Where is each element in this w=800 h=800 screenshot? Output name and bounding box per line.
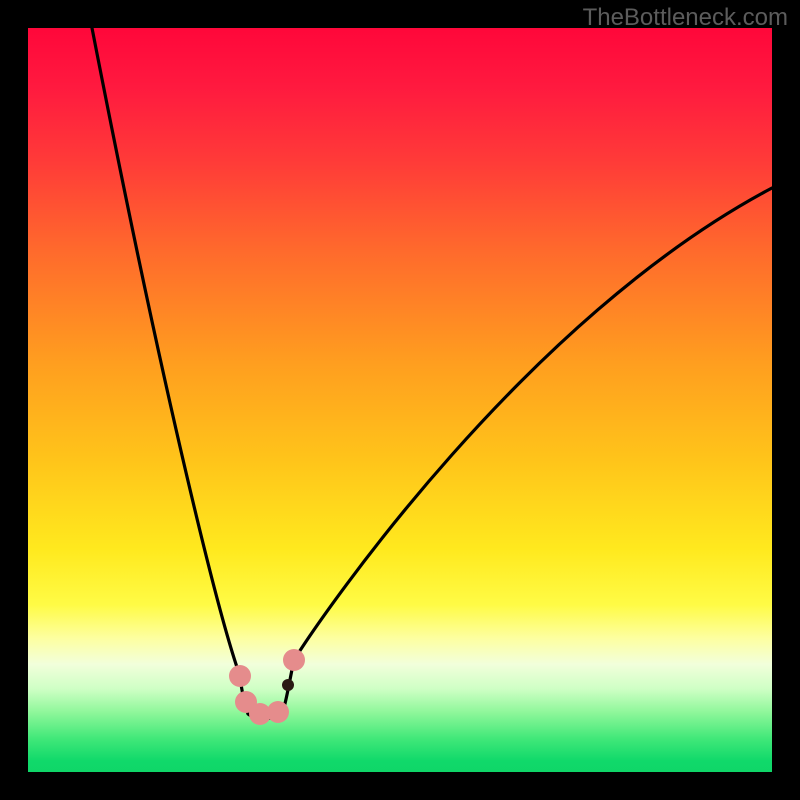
trough-marker [283,649,305,671]
chart-overlay-svg [28,28,772,772]
watermark-text: TheBottleneck.com [583,4,788,32]
bottleneck-curve [92,28,772,719]
trough-marker [229,665,251,687]
trough-marker [267,701,289,723]
curve-point-icon [282,679,294,691]
plot-area [28,28,772,772]
